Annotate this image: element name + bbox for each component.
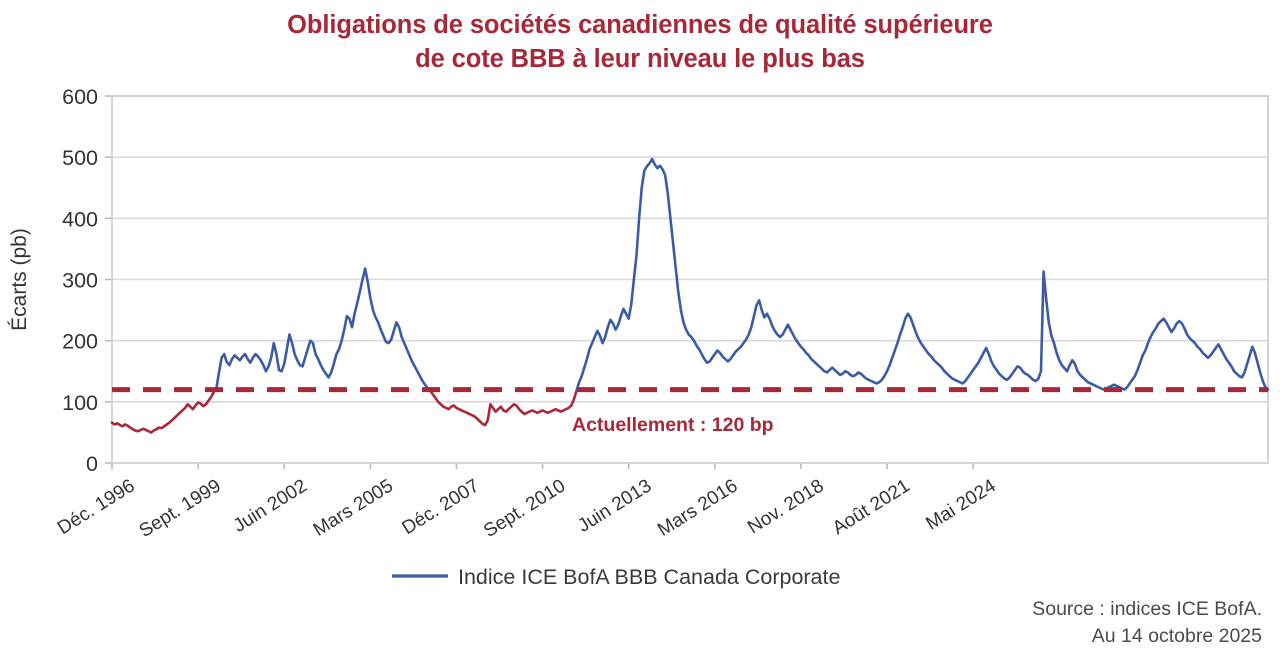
x-tick-label: Juin 2002 [230, 475, 311, 536]
series-line-segment [110, 388, 217, 434]
source-line-2: Au 14 octobre 2025 [1091, 625, 1262, 647]
x-tick-label: Août 2021 [829, 475, 914, 539]
x-tick-label: Nov. 2018 [744, 475, 827, 538]
x-tick-label: Déc. 1996 [54, 475, 139, 539]
y-tick-label: 500 [62, 146, 98, 170]
x-tick-label: Sept. 1999 [136, 475, 225, 542]
annotation-group: Actuellement : 120 bp [572, 414, 774, 436]
chart-title-line-1: Obligations de sociétés canadiennes de q… [287, 11, 993, 39]
series-line-segment [427, 388, 579, 427]
x-tick-label: Mai 2024 [922, 475, 1000, 534]
chart-title: Obligations de sociétés canadiennes de q… [0, 8, 1280, 76]
threshold-annotation-label: Actuellement : 120 bp [572, 414, 774, 436]
x-tick-label: Sept. 2010 [480, 475, 569, 542]
legend-group: Indice ICE BofA BBB Canada Corporate [392, 565, 840, 589]
x-tick-label: Mars 2005 [310, 475, 397, 540]
x-tick-label: Déc. 2007 [399, 475, 484, 539]
y-tick-label: 100 [62, 391, 98, 415]
y-axis-title: Écarts (pb) [8, 228, 31, 331]
data-series-group [110, 157, 1270, 434]
series-line-segment [575, 157, 1270, 391]
chart-title-line-2: de cote BBB à leur niveau le plus bas [415, 45, 865, 73]
plot-frame [111, 95, 1269, 464]
y-tick-label: 200 [62, 330, 98, 354]
y-tick-label: 0 [86, 452, 98, 476]
y-tick-label: 600 [62, 85, 98, 109]
y-axis-ticks-group: 0 100 200 300 400 500 600 [62, 85, 112, 476]
y-axis-title-group: Écarts (pb) [8, 228, 31, 331]
plot-border [111, 95, 1269, 464]
series-line-segment [214, 267, 431, 391]
legend-label: Indice ICE BofA BBB Canada Corporate [458, 565, 840, 589]
source-line-1: Source : indices ICE BofA. [1032, 598, 1262, 620]
source-note: Source : indices ICE BofA. Au 14 octobre… [1032, 596, 1262, 650]
y-tick-label: 400 [62, 207, 98, 231]
x-tick-label: Juin 2013 [574, 475, 655, 536]
y-tick-label: 300 [62, 269, 98, 293]
x-tick-label: Mars 2016 [654, 475, 741, 540]
